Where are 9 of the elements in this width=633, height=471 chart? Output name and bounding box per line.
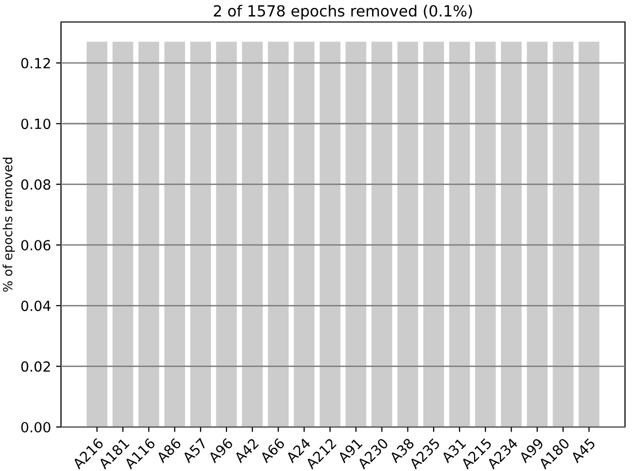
y-axis-title: % of epochs removed xyxy=(2,158,15,292)
y-tick-label: 0.02 xyxy=(21,361,50,372)
y-tick-label: 0.10 xyxy=(21,118,50,130)
y-tick-label: 0.12 xyxy=(21,58,50,68)
y-tick-label: 0.06 xyxy=(21,240,50,250)
y-tick-label: 0.00 xyxy=(21,422,50,432)
y-tick-label: 0.08 xyxy=(21,179,50,190)
y-tick-label: 0.04 xyxy=(21,300,50,312)
chart-title: 2 of 1578 epochs removed (0.1%) xyxy=(214,4,472,20)
